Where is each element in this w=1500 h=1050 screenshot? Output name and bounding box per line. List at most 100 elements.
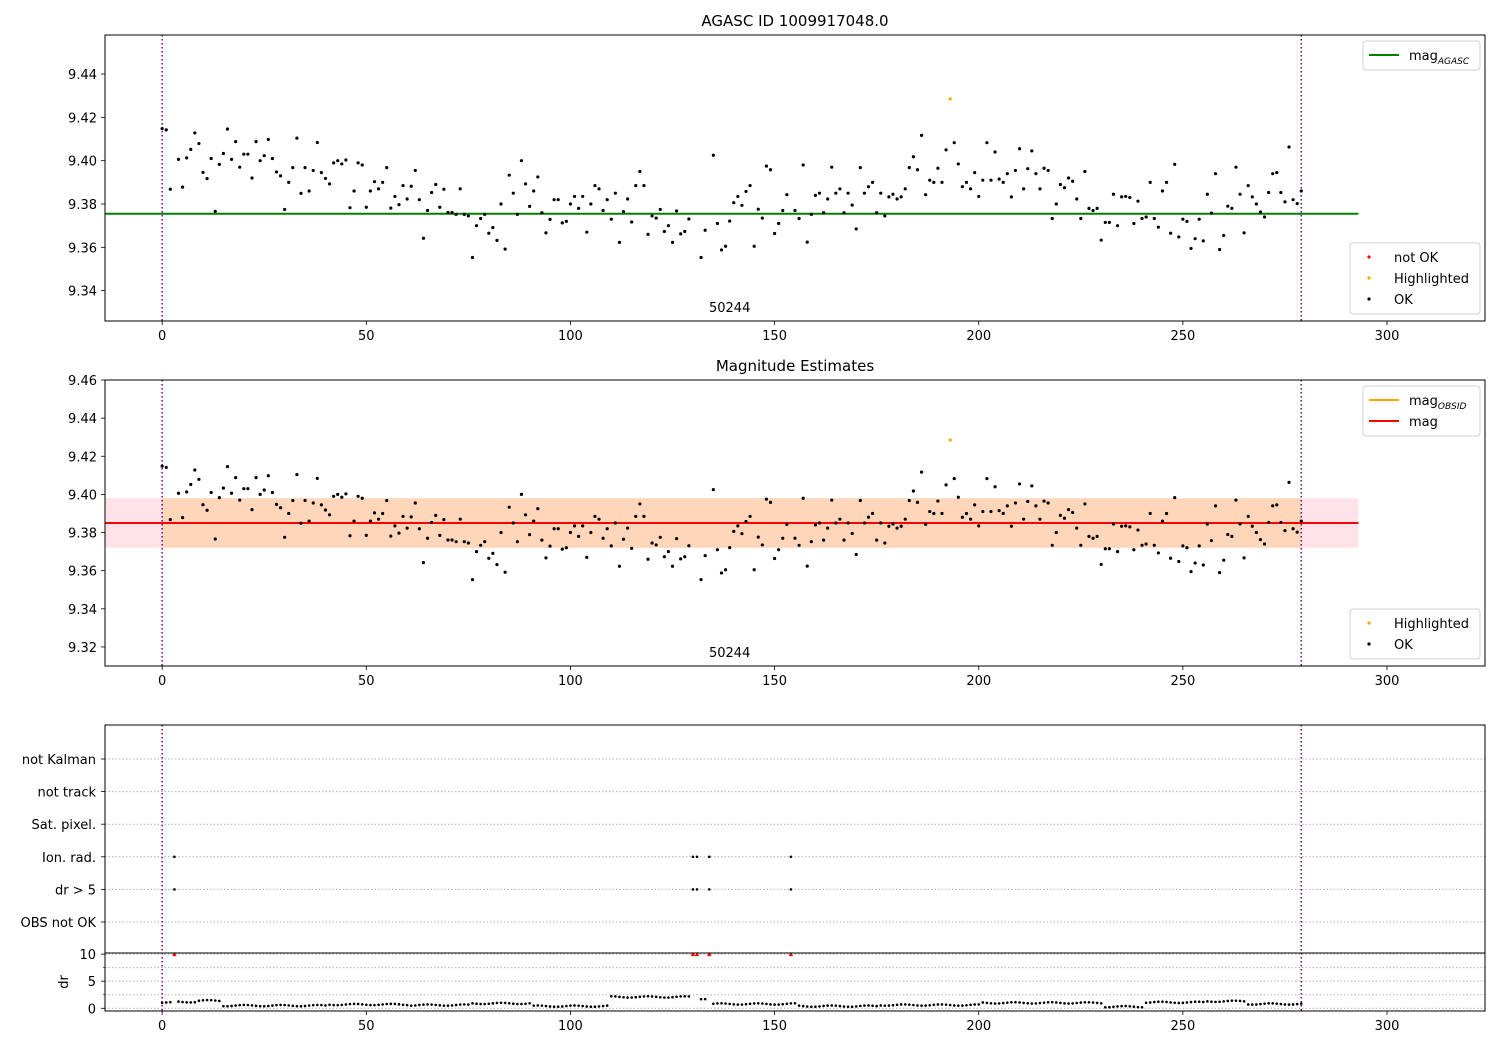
- data-point-ok: [842, 211, 846, 215]
- dr-point: [1295, 1002, 1299, 1006]
- data-point-ok: [928, 178, 932, 182]
- data-point-ok: [1071, 510, 1075, 515]
- data-point-ok: [585, 230, 589, 234]
- data-point-ok: [283, 535, 287, 539]
- data-point-ok: [405, 197, 409, 201]
- dr-point: [209, 998, 213, 1002]
- flag-row-label: Sat. pixel.: [32, 818, 96, 833]
- y-tick-label: 9.36: [68, 565, 97, 580]
- data-point-ok: [879, 191, 883, 195]
- data-point-ok: [1103, 220, 1107, 225]
- data-point-ok: [1267, 520, 1271, 525]
- legend-marker: [1367, 276, 1371, 280]
- data-point-ok: [1258, 210, 1263, 214]
- dr-point: [1136, 1005, 1140, 1009]
- dr-point: [887, 1004, 891, 1007]
- dr-point: [536, 1004, 540, 1007]
- data-point-ok: [519, 159, 524, 163]
- data-point-ok: [217, 496, 221, 500]
- dr-point: [560, 1005, 564, 1008]
- data-point-ok: [332, 494, 336, 498]
- data-point-ok: [1181, 544, 1185, 548]
- dr-point: [740, 1003, 744, 1006]
- data-point-ok: [1189, 570, 1193, 574]
- dr-point: [1026, 1002, 1030, 1005]
- dr-point: [262, 1004, 266, 1008]
- dr-point: [703, 997, 707, 1001]
- data-point-ok: [801, 163, 805, 167]
- data-point-ok: [470, 255, 475, 260]
- data-point-ok: [1173, 496, 1177, 500]
- data-point-ok: [662, 229, 666, 234]
- data-point-ok: [1156, 551, 1160, 555]
- axes-frame: [104, 952, 1486, 1012]
- dr-point: [1046, 1000, 1050, 1004]
- dr-point: [793, 1002, 797, 1005]
- data-point-ok: [185, 490, 189, 494]
- data-point-ok: [597, 187, 601, 191]
- dr-point: [1279, 1002, 1283, 1006]
- dr-point: [952, 1004, 956, 1007]
- data-point-ok: [1128, 195, 1132, 200]
- x-tick-label: 100: [558, 1019, 583, 1034]
- data-point-ok: [907, 166, 911, 170]
- data-point-ok: [262, 154, 266, 158]
- dr-point: [1001, 1001, 1005, 1005]
- dr-point: [891, 1003, 895, 1007]
- data-point-ok: [201, 170, 205, 174]
- dr-point: [838, 1004, 842, 1008]
- data-point-ok: [446, 538, 450, 542]
- dr-point: [577, 1004, 580, 1007]
- x-tick-label: 100: [558, 329, 583, 344]
- data-point-ok: [1250, 195, 1254, 199]
- data-point-ok: [854, 552, 858, 557]
- dr-point: [997, 1002, 1001, 1005]
- data-point-ok: [821, 538, 826, 542]
- data-point-ok: [968, 517, 973, 521]
- dr-point: [658, 995, 662, 999]
- data-point-ok: [1222, 233, 1226, 238]
- dr-point: [377, 1003, 380, 1007]
- data-point-ok: [740, 203, 744, 207]
- dr-point: [320, 1003, 323, 1007]
- y-tick-label: 9.32: [68, 641, 97, 656]
- data-point-ok: [952, 476, 956, 481]
- dr-point: [769, 1003, 772, 1006]
- data-point-ok: [752, 568, 756, 572]
- data-point-ok: [911, 489, 916, 493]
- dr-point: [1116, 1005, 1119, 1008]
- data-point-ok: [1066, 176, 1071, 180]
- data-point-ok: [1279, 520, 1283, 525]
- data-point-ok: [862, 191, 867, 195]
- dr-point: [1287, 1003, 1291, 1006]
- data-point-ok: [1160, 519, 1165, 523]
- data-point-ok: [462, 212, 466, 216]
- data-point-ok: [1046, 501, 1050, 505]
- x-tick-label: 50: [358, 674, 375, 689]
- dr-point: [1214, 1000, 1217, 1004]
- data-point-ok: [1283, 529, 1287, 533]
- dr-point: [458, 1003, 462, 1006]
- data-point-ok: [952, 141, 956, 145]
- data-point-ok: [956, 162, 960, 166]
- dr-point: [638, 995, 642, 999]
- dr-point: [1124, 1004, 1128, 1008]
- dr-point: [393, 1002, 397, 1006]
- data-point-ok: [299, 521, 303, 525]
- data-point-ok: [891, 522, 895, 526]
- data-point-ok: [1230, 206, 1234, 210]
- data-point-ok: [413, 501, 417, 505]
- data-point-ok: [1140, 543, 1144, 547]
- data-point-ok: [572, 524, 577, 528]
- dr-point: [487, 1002, 491, 1006]
- dr-point: [928, 1003, 932, 1007]
- dr-point: [275, 1003, 278, 1007]
- legend-marker: [1367, 255, 1371, 259]
- dr-point: [822, 1004, 825, 1008]
- data-point-ok: [446, 210, 450, 215]
- x-tick-label: 150: [762, 329, 787, 344]
- dr-point: [222, 1004, 225, 1008]
- data-point-ok: [601, 208, 605, 213]
- dr-point: [397, 1003, 401, 1006]
- dr-point: [360, 1003, 364, 1006]
